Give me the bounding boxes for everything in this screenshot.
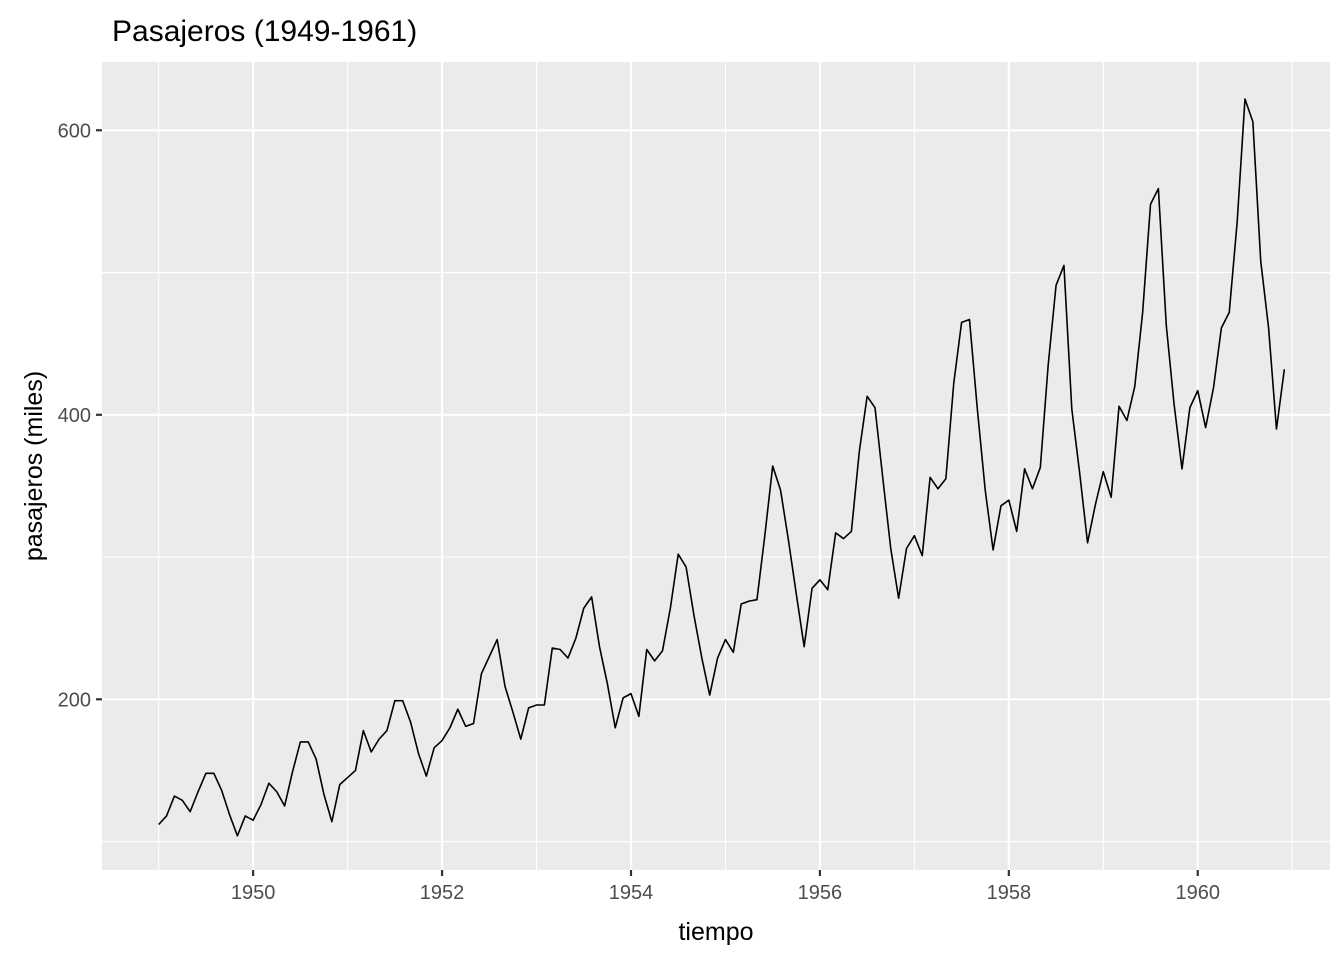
y-tick-label: 400: [58, 405, 91, 427]
x-tick-label: 1952: [420, 882, 465, 904]
x-tick-label: 1958: [987, 882, 1032, 904]
plot-panel: [102, 62, 1330, 870]
x-axis-title: tiempo: [678, 918, 753, 946]
x-tick-label: 1954: [609, 882, 654, 904]
passengers-series-line: [158, 98, 1286, 837]
minor-gridlines: [102, 62, 1330, 870]
x-tick-label: 1956: [798, 882, 843, 904]
y-tick-label: 200: [58, 689, 91, 711]
x-tick-label: 1950: [231, 882, 276, 904]
major-gridlines: [102, 62, 1330, 870]
y-axis-title: pasajeros (miles): [20, 371, 48, 561]
x-tick-label: 1960: [1176, 882, 1221, 904]
chart-title: Pasajeros (1949-1961): [112, 15, 417, 48]
x-axis: 1950 1952 1954 1956 1958 1960: [231, 870, 1220, 904]
y-tick-label: 600: [58, 120, 91, 142]
y-axis: 200 400 600: [58, 120, 102, 711]
